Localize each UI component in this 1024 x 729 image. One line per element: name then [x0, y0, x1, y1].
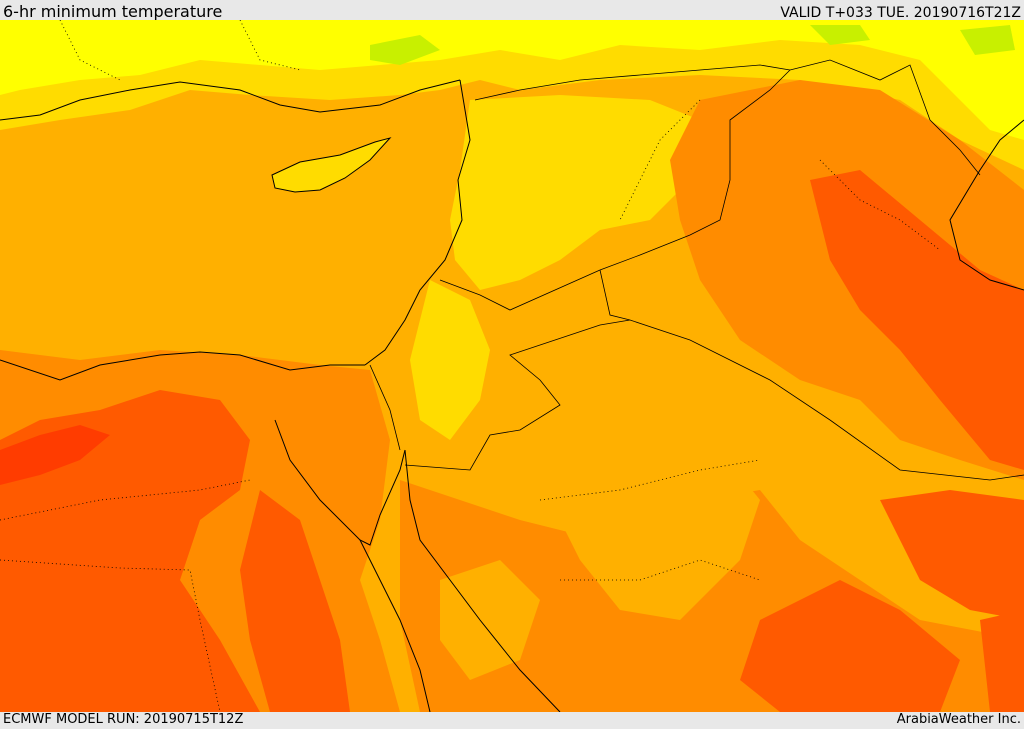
- province-line-6: [619, 99, 701, 221]
- valid-time-label: VALID T+033 TUE. 20190716T21Z: [780, 5, 1021, 21]
- border-turkey-syria: [474, 64, 791, 101]
- model-run-label: ECMWF MODEL RUN: 20190715T12Z: [3, 712, 244, 727]
- border-jordan-iraq-saudi: [404, 269, 631, 471]
- field-egypt-red: [0, 390, 260, 712]
- field-saudi-red-2: [880, 490, 1024, 620]
- field-gulf-red: [980, 610, 1024, 712]
- border-egypt-israel: [369, 364, 401, 451]
- field-saudi-yellow-patch-2: [440, 560, 540, 680]
- field-levant-yellow: [450, 95, 700, 290]
- egypt-coast: [0, 351, 365, 381]
- field-cool-green-1: [370, 35, 440, 65]
- red-sea-east-coast: [404, 449, 561, 712]
- header-bar: 6-hr minimum temperature VALID T+033 TUE…: [0, 0, 1024, 21]
- field-north-bright-yellow: [0, 20, 1024, 140]
- province-line-1: [0, 479, 251, 521]
- temperature-map: [0, 20, 1024, 712]
- province-line-4: [560, 559, 761, 581]
- red-sea-west-coast: [359, 539, 431, 712]
- province-line-5: [819, 159, 941, 251]
- country-borders: [369, 59, 1024, 481]
- border-syria-iraq: [599, 69, 791, 271]
- temperature-field-svg: [0, 20, 1024, 712]
- province-line-2: [0, 559, 221, 712]
- field-jordan-yellow: [410, 280, 490, 440]
- turkey-coast: [0, 79, 461, 121]
- footer-bar: ECMWF MODEL RUN: 20190715T12Z ArabiaWeat…: [0, 712, 1024, 729]
- map-title: 6-hr minimum temperature: [3, 2, 223, 21]
- suez-gulf: [274, 419, 406, 546]
- field-saudi-red-1: [740, 580, 960, 712]
- coastlines: [0, 79, 1024, 712]
- field-saudi-yellow-patch-1: [550, 420, 760, 620]
- cyprus-coast: [271, 137, 392, 193]
- field-egypt-east-red: [240, 490, 350, 712]
- province-line-7: [59, 20, 121, 81]
- border-iraq-saudi: [629, 319, 1024, 481]
- field-cool-green-3: [960, 25, 1015, 55]
- border-syria-jordan: [439, 269, 601, 311]
- field-mesopotamia-red: [810, 170, 1024, 470]
- field-cyprus: [272, 138, 390, 192]
- field-egypt-hot-spot: [0, 425, 110, 485]
- field-cool-green-2: [810, 25, 870, 45]
- persian-gulf-coast: [949, 119, 1024, 291]
- province-line-3: [539, 459, 761, 501]
- border-iraq-iran: [789, 59, 981, 176]
- levant-coast: [364, 79, 471, 366]
- province-borders: [0, 20, 941, 712]
- credit-label: ArabiaWeather Inc.: [896, 712, 1021, 727]
- province-line-8: [239, 20, 301, 71]
